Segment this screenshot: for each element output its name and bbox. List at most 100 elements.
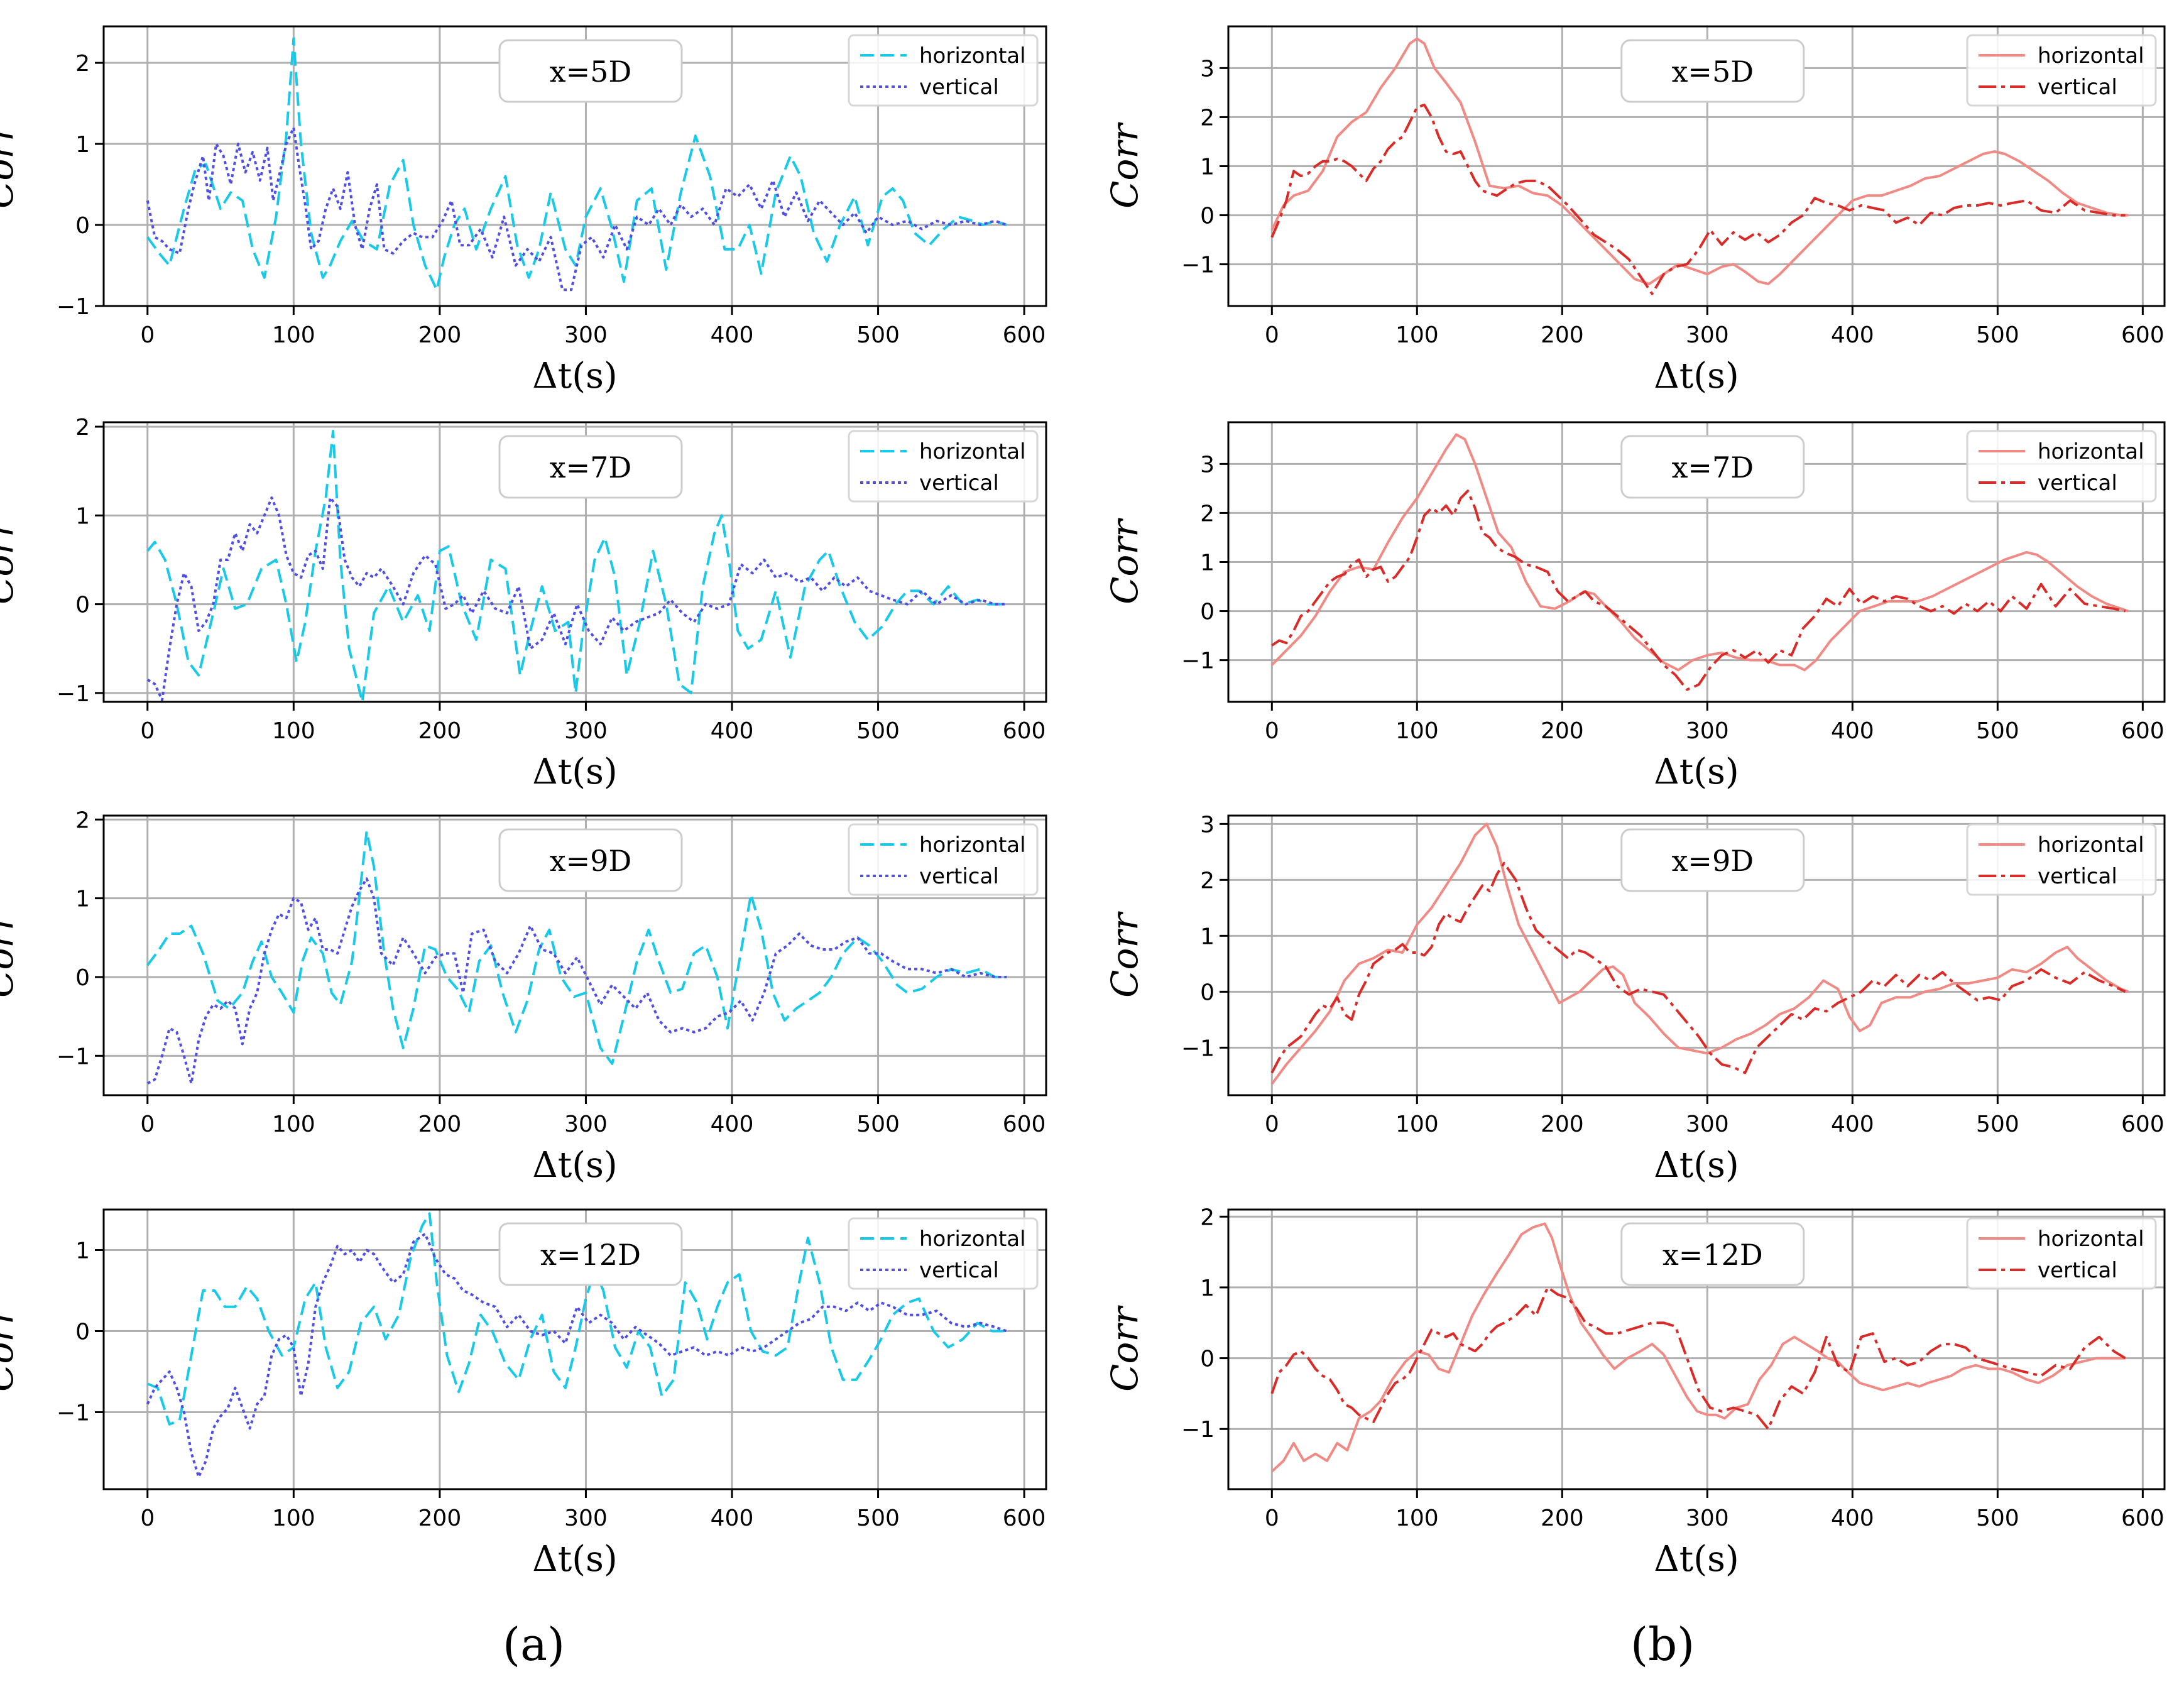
chart-b-3-series-horizontal bbox=[1270, 822, 2129, 1085]
chart-b-3-frame bbox=[1227, 814, 2166, 1096]
chart-a-4-title-box bbox=[498, 1222, 683, 1286]
chart-a-4-ytick-label: −1 bbox=[57, 1400, 90, 1426]
chart-b-2-xtick-label: 0 bbox=[1265, 718, 1279, 744]
chart-b-3-xtick-label: 0 bbox=[1265, 1112, 1279, 1137]
chart-a-4-series-vertical bbox=[146, 1232, 1007, 1478]
chart-a-3-ytick-label: 1 bbox=[75, 887, 90, 912]
chart-b-4-xtick-label: 400 bbox=[1831, 1505, 1874, 1531]
chart-b-3-ytick-label: 3 bbox=[1200, 812, 1215, 838]
chart-a-4: 0 100 200 300 400 500 600 −1 0 1 Δt(s) Corr x=12D hor… bbox=[0, 1208, 1047, 1580]
chart-b-3-ylabel: Corr bbox=[1103, 911, 1146, 998]
chart-a-2-legend bbox=[848, 430, 1039, 503]
chart-a-1-xtick-label: 500 bbox=[856, 322, 900, 348]
chart-b-3-xlabel: Δt(s) bbox=[1654, 1145, 1739, 1186]
chart-b-1-ytick-label: 0 bbox=[1200, 204, 1215, 229]
chart-a-4-legend-label-vertical: vertical bbox=[919, 1258, 999, 1283]
chart-b-3-title-box bbox=[1620, 828, 1805, 892]
chart-b-4-ytick-label: −1 bbox=[1181, 1417, 1215, 1443]
chart-b-2-xlabel: Δt(s) bbox=[1654, 751, 1739, 792]
chart-a-1-frame bbox=[102, 25, 1047, 307]
chart-a-1-series-horizontal bbox=[146, 37, 1007, 292]
chart-b-4-title-box bbox=[1620, 1222, 1805, 1286]
chart-b-3-legend-label-horizontal: horizontal bbox=[2038, 833, 2144, 858]
chart-a-2-title-box bbox=[498, 435, 683, 499]
chart-b-2-legend-label-vertical: vertical bbox=[2038, 471, 2117, 496]
chart-b-2-ytick-label: −1 bbox=[1181, 648, 1215, 674]
chart-a-4-xlabel: Δt(s) bbox=[532, 1539, 617, 1580]
chart-b-4-ytick-label: 0 bbox=[1200, 1347, 1215, 1372]
chart-a-4-xtick-label: 400 bbox=[711, 1505, 754, 1531]
chart-b-4-series-horizontal bbox=[1270, 1222, 2126, 1473]
chart-a-4-ylabel: Corr bbox=[0, 1305, 21, 1392]
chart-b-2-ylabel: Corr bbox=[1103, 518, 1146, 604]
chart-b-3-xtick-label: 400 bbox=[1831, 1112, 1874, 1137]
chart-a-4-series-horizontal bbox=[147, 1212, 1007, 1426]
chart-b-4: 0 100 200 300 400 500 600 −1 0 1 2 Δt(s) Corr x=12D ho… bbox=[1103, 1205, 2166, 1580]
chart-a-2-ytick-label: −1 bbox=[57, 681, 90, 707]
chart-a-2-ytick-label: 0 bbox=[75, 593, 90, 618]
chart-b-4-xtick-label: 500 bbox=[1976, 1505, 2019, 1531]
chart-a-1: 0 100 200 300 400 500 600 −1 0 1 2 Δt(s) Corr x=5D hor… bbox=[0, 25, 1047, 396]
chart-a-2-ylabel: Corr bbox=[0, 518, 21, 604]
chart-a-3-legend-label-horizontal: horizontal bbox=[919, 833, 1026, 858]
chart-b-2-xtick-label: 500 bbox=[1976, 718, 2019, 744]
chart-a-4-xtick-label: 600 bbox=[1003, 1505, 1046, 1531]
chart-a-3-ytick-label: 2 bbox=[75, 807, 90, 833]
chart-a-1-xtick-label: 0 bbox=[140, 322, 155, 348]
chart-b-4-title: x=12D bbox=[1663, 1238, 1763, 1272]
panel-label-a-text: (a) bbox=[503, 1618, 565, 1671]
chart-a-2-series-vertical bbox=[146, 496, 1007, 702]
chart-b-1-xtick-label: 100 bbox=[1395, 322, 1439, 348]
chart-a-3-frame bbox=[102, 814, 1047, 1096]
chart-a-1-ytick-label: 0 bbox=[75, 213, 90, 239]
chart-a-4-xtick-label: 100 bbox=[272, 1505, 315, 1531]
chart-a-3-legend-label-vertical: vertical bbox=[919, 864, 999, 889]
panel-label-b-text: (b) bbox=[1630, 1618, 1695, 1671]
panel-label-b: (b) bbox=[1630, 1618, 1695, 1671]
chart-b-4-ytick-label: 1 bbox=[1200, 1276, 1215, 1301]
chart-b-4-series-vertical bbox=[1270, 1286, 2126, 1431]
chart-a-1-xlabel: Δt(s) bbox=[532, 356, 617, 396]
chart-b-2-ytick-label: 3 bbox=[1200, 452, 1215, 478]
chart-a-1-ytick-label: 1 bbox=[75, 132, 90, 158]
chart-b-2-xtick-label: 600 bbox=[2121, 718, 2165, 744]
chart-b-2-xtick-label: 300 bbox=[1686, 718, 1729, 744]
chart-a-2-legend-label-horizontal: horizontal bbox=[919, 439, 1026, 464]
chart-b-2-ytick-label: 0 bbox=[1200, 599, 1215, 625]
chart-b-3-ytick-label: 0 bbox=[1200, 980, 1215, 1005]
chart-b-4-legend-label-horizontal: horizontal bbox=[2038, 1227, 2144, 1252]
chart-a-2-xtick-label: 100 bbox=[272, 718, 315, 744]
panel-label-a: (a) bbox=[503, 1618, 565, 1671]
chart-b-4-legend-label-vertical: vertical bbox=[2038, 1258, 2117, 1283]
chart-b-4-xtick-label: 300 bbox=[1686, 1505, 1729, 1531]
chart-b-3-xtick-label: 500 bbox=[1976, 1112, 2019, 1137]
chart-a-3-xtick-label: 100 bbox=[272, 1112, 315, 1137]
chart-a-2-series-horizontal bbox=[146, 430, 1003, 703]
chart-b-1-xtick-label: 600 bbox=[2121, 322, 2165, 348]
chart-a-2-frame bbox=[102, 421, 1047, 703]
chart-b-2-xtick-label: 100 bbox=[1395, 718, 1439, 744]
chart-a-3-ylabel: Corr bbox=[0, 911, 21, 998]
chart-a-2-xtick-label: 400 bbox=[711, 718, 754, 744]
chart-b-2-xtick-label: 400 bbox=[1831, 718, 1874, 744]
chart-a-1-xtick-label: 200 bbox=[418, 322, 462, 348]
chart-a-4-ytick-label: 0 bbox=[75, 1319, 90, 1345]
chart-b-1-ytick-label: −1 bbox=[1181, 253, 1215, 278]
chart-a-3-title-box bbox=[498, 828, 683, 892]
chart-b-3: 0 100 200 300 400 500 600 −1 0 1 2 3 Δt(s) Corr x=9D ho… bbox=[1103, 812, 2166, 1186]
chart-b-4-xtick-label: 100 bbox=[1395, 1505, 1439, 1531]
chart-a-2-xlabel: Δt(s) bbox=[532, 751, 617, 792]
chart-b-1-ytick-label: 1 bbox=[1200, 155, 1215, 180]
chart-b-1-xtick-label: 300 bbox=[1686, 322, 1729, 348]
chart-b-1-xtick-label: 500 bbox=[1976, 322, 2019, 348]
chart-b-2-legend-label-horizontal: horizontal bbox=[2038, 439, 2144, 464]
chart-b-1-xtick-label: 0 bbox=[1265, 322, 1279, 348]
chart-a-1-legend bbox=[848, 34, 1039, 107]
chart-a-3-legend bbox=[848, 823, 1039, 896]
chart-a-1-ytick-label: 2 bbox=[75, 51, 90, 77]
chart-a-1-title-box bbox=[498, 39, 683, 103]
chart-b-4-frame bbox=[1227, 1208, 2166, 1490]
chart-b-1-xtick-label: 400 bbox=[1831, 322, 1874, 348]
chart-b-1-series-vertical bbox=[1270, 103, 2126, 295]
